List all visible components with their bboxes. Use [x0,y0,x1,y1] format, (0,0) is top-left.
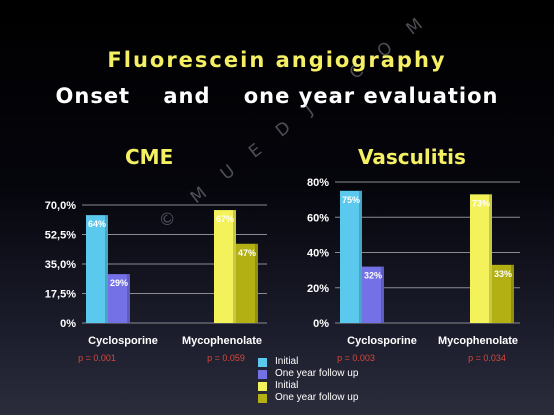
bar-data-label: 64% [88,219,106,229]
legend-label: Initial [275,356,299,367]
y-tick-label: 0% [60,318,76,330]
category-label: Mycophenolate [182,335,262,347]
bar [108,274,130,323]
bar-data-label: 29% [110,278,128,288]
y-tick-label: 60% [307,212,329,224]
y-tick-label: 0% [313,318,329,330]
y-tick-label: 20% [307,283,329,295]
category-label: Cyclosporine [347,335,417,347]
legend-item: One year follow up [258,392,358,404]
category-label: Mycophenolate [438,335,518,347]
y-tick-label: 35,0% [45,259,76,271]
p-value-label: p = 0.001 [78,353,116,363]
p-value-label: p = 0.034 [468,353,506,363]
bar [362,266,384,323]
bar-shade [359,190,362,323]
y-tick-label: 52,5% [45,230,76,242]
bar-shade [489,194,492,323]
legend-item: Initial [258,380,358,392]
vasculitis-chart-title: Vasculitis [358,145,466,169]
cme-chart-title: CME [125,145,174,169]
legend-label: One year follow up [275,368,359,379]
legend-swatch [258,369,267,379]
category-label: Cyclosporine [88,335,158,347]
bar-shade [381,266,384,323]
legend-item: One year follow up [258,368,358,380]
y-tick-label: 80% [307,177,329,189]
legend-label: One year follow up [275,392,359,403]
legend-swatch [258,381,267,391]
bar-shade [127,274,130,323]
slide-subtitle: Onset and one year evaluation [55,84,499,108]
legend-swatch [258,357,267,367]
bar [340,190,362,323]
p-value-label: p = 0.059 [207,353,245,363]
bar-data-label: 33% [494,269,512,279]
bar [86,215,108,323]
bar-shade [105,215,108,323]
bar [492,264,514,323]
legend-swatch [258,393,267,403]
bar-data-label: 75% [342,195,360,205]
y-tick-label: 70,0% [45,200,76,212]
bar [470,194,492,323]
bar-data-label: 47% [238,248,256,258]
bar-shade [255,243,258,323]
bar-data-label: 32% [364,271,382,281]
legend: Initial One year follow up Initial One y… [258,356,358,404]
p-value-label: p = 0.003 [337,353,375,363]
bar-data-label: 73% [472,198,490,208]
bar-shade [233,210,236,323]
slide-title: Fluorescein angiography [107,48,447,72]
legend-label: Initial [275,380,299,391]
y-tick-label: 17,5% [45,289,76,301]
bar [214,210,236,323]
bar-shade [511,264,514,323]
bar-data-label: 67% [216,214,234,224]
y-tick-label: 40% [307,248,329,260]
bar [236,243,258,323]
legend-item: Initial [258,356,358,368]
